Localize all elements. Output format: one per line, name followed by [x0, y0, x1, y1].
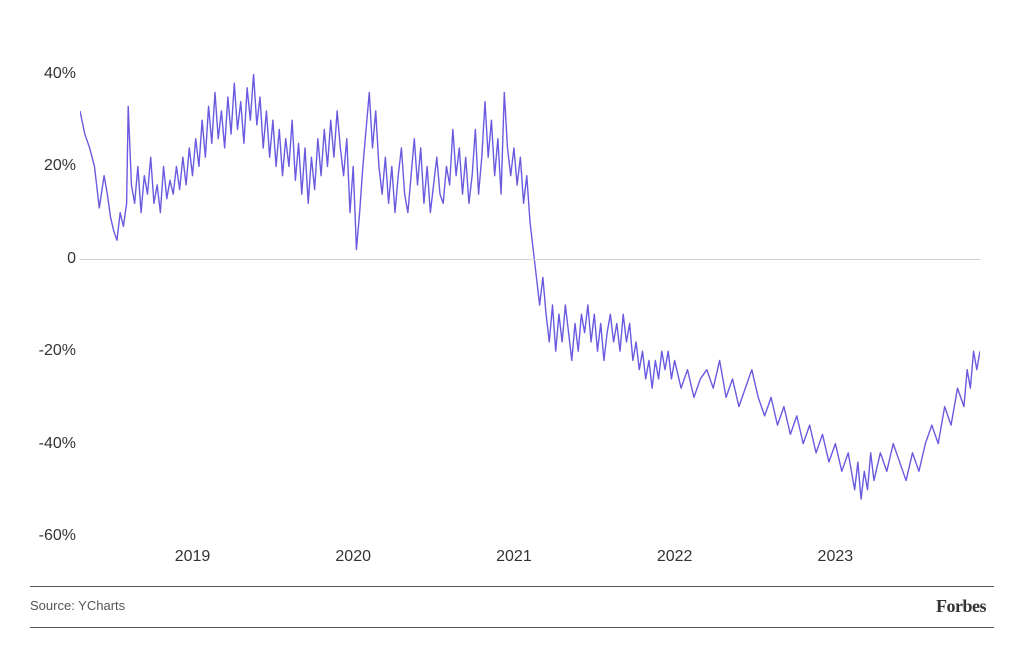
- brand-logo-text: Forbes: [936, 596, 986, 617]
- x-axis-label: 2023: [818, 548, 854, 566]
- x-axis-label: 2019: [175, 548, 211, 566]
- x-axis-label: 2021: [496, 548, 532, 566]
- x-axis-label: 2020: [335, 548, 371, 566]
- source-text: Source: YCharts: [30, 598, 125, 613]
- x-axis-label: 2022: [657, 548, 693, 566]
- zero-gridline: [80, 259, 980, 260]
- y-axis-label: -40%: [30, 435, 76, 453]
- line-chart-svg: [80, 74, 980, 536]
- y-axis-label: -60%: [30, 527, 76, 545]
- y-axis-label: 20%: [30, 157, 76, 175]
- y-axis-label: -20%: [30, 342, 76, 360]
- footer-divider-bottom: [30, 627, 994, 628]
- y-axis-label: 40%: [30, 65, 76, 83]
- y-axis-label: 0: [30, 250, 76, 268]
- chart-container: Source: YCharts Forbes 40% 20% 0 -20% -40% -6…: [0, 0, 1024, 659]
- footer-divider-top: [30, 586, 994, 587]
- plot-area: [80, 74, 980, 536]
- series-line: [80, 74, 980, 499]
